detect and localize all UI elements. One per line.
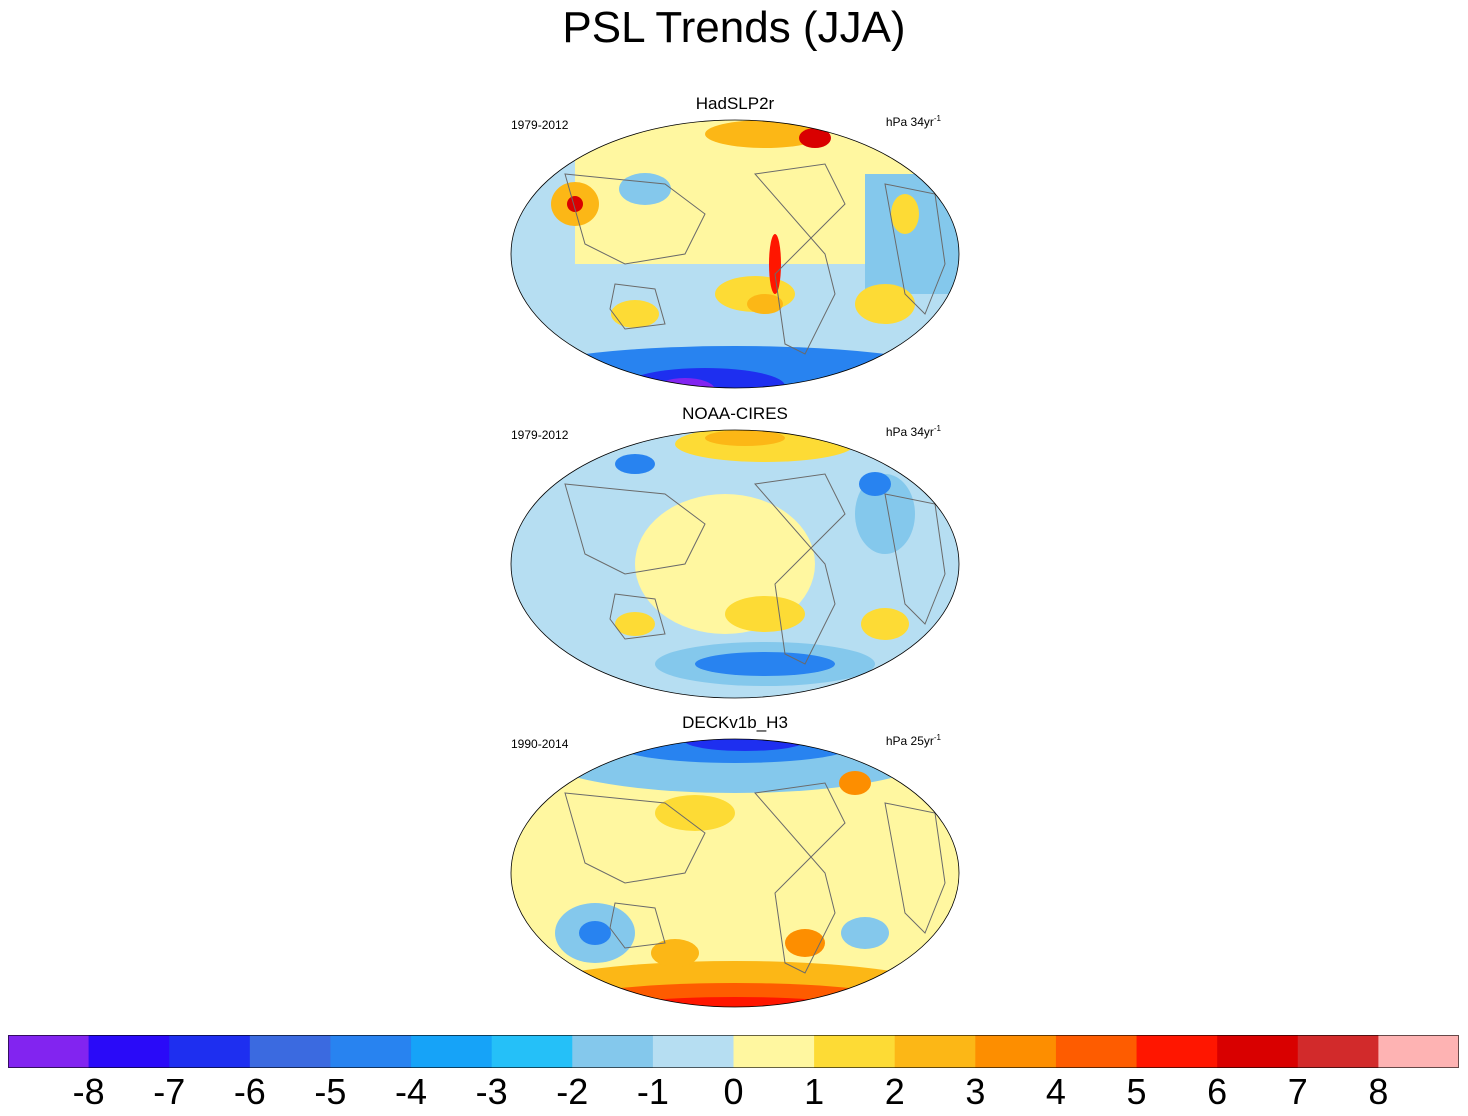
- colorbar-tick-label: 8: [1368, 1071, 1389, 1112]
- colorbar-swatch: [249, 1035, 331, 1068]
- colorbar-tick-label: 3: [965, 1071, 986, 1112]
- colorbar-swatch: [814, 1035, 896, 1068]
- colorbar-frame: [8, 1035, 1459, 1068]
- panel-hadslp2r: HadSLP2r 1979-2012 hPa 34yr-1: [505, 94, 965, 394]
- colorbar-tick-label: 6: [1207, 1071, 1228, 1112]
- colorbar-swatch: [1055, 1035, 1138, 1068]
- colorbar-swatch: [411, 1035, 493, 1068]
- colorbar-labels: -8 -7 -6 -5 -4 -3 -2 -1 0 1 2 3 4 5 6 7 8: [0, 1072, 1468, 1112]
- colorbar-swatch: [1378, 1035, 1459, 1068]
- panel-deckv1b-h3: DECKv1b_H3 1990-2014 hPa 25yr-1: [505, 713, 965, 1013]
- panel-title: HadSLP2r: [695, 94, 775, 113]
- colorbar-tick-label: -3: [475, 1071, 508, 1112]
- colorbar-tick-label: -4: [395, 1071, 428, 1112]
- colorbar: [8, 1035, 1459, 1068]
- panel-title: DECKv1b_H3: [682, 713, 788, 732]
- unit-label: hPa 34yr-1: [885, 114, 941, 129]
- colorbar-tick-label: -1: [636, 1071, 669, 1112]
- trend-map: [510, 429, 960, 699]
- period-label: 1979-2012: [511, 118, 569, 132]
- colorbar-swatch: [1217, 1035, 1299, 1068]
- panel-noaa-cires: NOAA-CIRES 1979-2012 hPa 34yr-1: [505, 404, 965, 704]
- colorbar-swatch: [169, 1035, 251, 1068]
- trend-map: [510, 119, 960, 389]
- panel-title: NOAA-CIRES: [682, 404, 788, 423]
- colorbar-swatch: [572, 1035, 654, 1068]
- colorbar-tick-label: -6: [233, 1071, 266, 1112]
- colorbar-swatch: [975, 1035, 1057, 1068]
- period-label: 1979-2012: [511, 428, 569, 442]
- unit-label: hPa 34yr-1: [885, 424, 941, 439]
- colorbar-swatch: [491, 1035, 573, 1068]
- colorbar-tick-label: 0: [723, 1071, 744, 1112]
- colorbar-tick-label: 2: [884, 1071, 905, 1112]
- figure-title: PSL Trends (JJA): [562, 3, 906, 52]
- colorbar-swatch: [330, 1035, 412, 1068]
- colorbar-swatch: [8, 1035, 90, 1068]
- colorbar-tick-label: -5: [314, 1071, 347, 1112]
- colorbar-swatch: [733, 1035, 815, 1068]
- colorbar-tick-label: -2: [556, 1071, 589, 1112]
- trend-map: [510, 738, 960, 1008]
- colorbar-swatch: [88, 1035, 170, 1068]
- colorbar-swatch: [652, 1035, 734, 1068]
- colorbar-tick-label: 1: [804, 1071, 825, 1112]
- colorbar-swatch: [1297, 1035, 1379, 1068]
- colorbar-swatch: [1136, 1035, 1218, 1068]
- colorbar-tick-label: -8: [72, 1071, 105, 1112]
- colorbar-tick-label: -7: [153, 1071, 186, 1112]
- colorbar-tick-label: 4: [1045, 1071, 1066, 1112]
- colorbar-swatch: [894, 1035, 976, 1068]
- colorbar-tick-label: 5: [1126, 1071, 1147, 1112]
- period-label: 1990-2014: [511, 737, 569, 751]
- unit-label: hPa 25yr-1: [885, 733, 941, 748]
- colorbar-tick-label: 7: [1287, 1071, 1308, 1112]
